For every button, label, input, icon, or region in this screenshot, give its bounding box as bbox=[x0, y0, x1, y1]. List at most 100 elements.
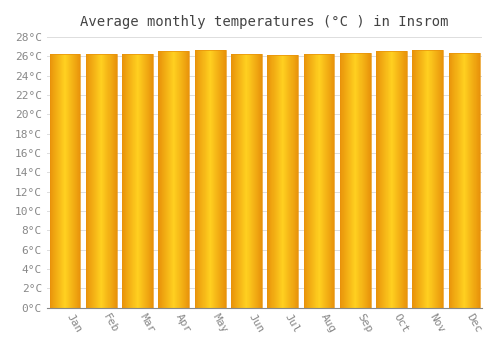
Bar bbox=[412, 50, 444, 308]
Bar bbox=[99, 54, 100, 308]
Bar bbox=[136, 54, 137, 308]
Bar bbox=[275, 55, 276, 308]
Bar bbox=[146, 54, 147, 308]
Bar bbox=[141, 54, 142, 308]
Bar bbox=[70, 54, 71, 308]
Bar bbox=[183, 51, 184, 308]
Bar bbox=[477, 52, 478, 308]
Bar bbox=[467, 52, 468, 308]
Bar bbox=[325, 54, 326, 308]
Bar bbox=[134, 54, 135, 308]
Bar bbox=[242, 54, 243, 308]
Bar bbox=[214, 50, 215, 308]
Bar bbox=[286, 55, 287, 308]
Bar bbox=[194, 50, 226, 308]
Bar bbox=[91, 54, 92, 308]
Bar bbox=[112, 54, 113, 308]
Bar bbox=[201, 50, 202, 308]
Bar bbox=[363, 52, 364, 308]
Bar bbox=[394, 51, 395, 308]
Bar bbox=[159, 51, 160, 308]
Bar bbox=[316, 54, 317, 308]
Bar bbox=[270, 55, 271, 308]
Bar bbox=[450, 52, 451, 308]
Bar bbox=[381, 51, 382, 308]
Bar bbox=[207, 50, 208, 308]
Bar bbox=[428, 50, 429, 308]
Bar bbox=[162, 51, 163, 308]
Bar bbox=[64, 54, 65, 308]
Bar bbox=[344, 52, 345, 308]
Bar bbox=[360, 52, 361, 308]
Bar bbox=[469, 52, 470, 308]
Bar bbox=[279, 55, 280, 308]
Bar bbox=[458, 52, 459, 308]
Bar bbox=[318, 54, 319, 308]
Bar bbox=[399, 51, 400, 308]
Bar bbox=[101, 54, 102, 308]
Bar bbox=[376, 51, 407, 308]
Bar bbox=[403, 51, 404, 308]
Bar bbox=[391, 51, 392, 308]
Bar bbox=[59, 54, 60, 308]
Bar bbox=[152, 54, 153, 308]
Bar bbox=[172, 51, 173, 308]
Bar bbox=[348, 52, 349, 308]
Bar bbox=[349, 52, 350, 308]
Bar bbox=[421, 50, 422, 308]
Bar bbox=[65, 54, 66, 308]
Bar bbox=[217, 50, 218, 308]
Bar bbox=[122, 54, 153, 308]
Bar bbox=[293, 55, 294, 308]
Bar bbox=[439, 50, 440, 308]
Bar bbox=[145, 54, 146, 308]
Bar bbox=[437, 50, 438, 308]
Bar bbox=[109, 54, 110, 308]
Bar bbox=[219, 50, 220, 308]
Bar bbox=[52, 54, 53, 308]
Bar bbox=[206, 50, 207, 308]
Bar bbox=[365, 52, 366, 308]
Bar bbox=[68, 54, 69, 308]
Bar bbox=[393, 51, 394, 308]
Bar bbox=[346, 52, 347, 308]
Bar bbox=[179, 51, 180, 308]
Bar bbox=[247, 54, 248, 308]
Bar bbox=[271, 55, 272, 308]
Bar bbox=[324, 54, 325, 308]
Bar bbox=[58, 54, 59, 308]
Bar bbox=[419, 50, 420, 308]
Bar bbox=[202, 50, 203, 308]
Bar bbox=[460, 52, 461, 308]
Bar bbox=[425, 50, 426, 308]
Bar bbox=[430, 50, 431, 308]
Bar bbox=[436, 50, 437, 308]
Bar bbox=[243, 54, 244, 308]
Bar bbox=[149, 54, 150, 308]
Bar bbox=[396, 51, 397, 308]
Bar bbox=[434, 50, 435, 308]
Bar bbox=[194, 50, 196, 308]
Bar bbox=[475, 52, 476, 308]
Bar bbox=[182, 51, 183, 308]
Bar bbox=[321, 54, 322, 308]
Bar bbox=[290, 55, 291, 308]
Bar bbox=[342, 52, 343, 308]
Bar bbox=[76, 54, 77, 308]
Bar bbox=[418, 50, 419, 308]
Bar bbox=[474, 52, 475, 308]
Bar bbox=[151, 54, 152, 308]
Bar bbox=[164, 51, 165, 308]
Bar bbox=[251, 54, 252, 308]
Bar bbox=[464, 52, 465, 308]
Bar bbox=[426, 50, 427, 308]
Bar bbox=[107, 54, 108, 308]
Bar bbox=[452, 52, 453, 308]
Bar bbox=[341, 52, 342, 308]
Bar bbox=[285, 55, 286, 308]
Bar bbox=[455, 52, 456, 308]
Bar bbox=[466, 52, 467, 308]
Bar bbox=[449, 52, 480, 308]
Bar bbox=[50, 54, 80, 308]
Bar bbox=[249, 54, 250, 308]
